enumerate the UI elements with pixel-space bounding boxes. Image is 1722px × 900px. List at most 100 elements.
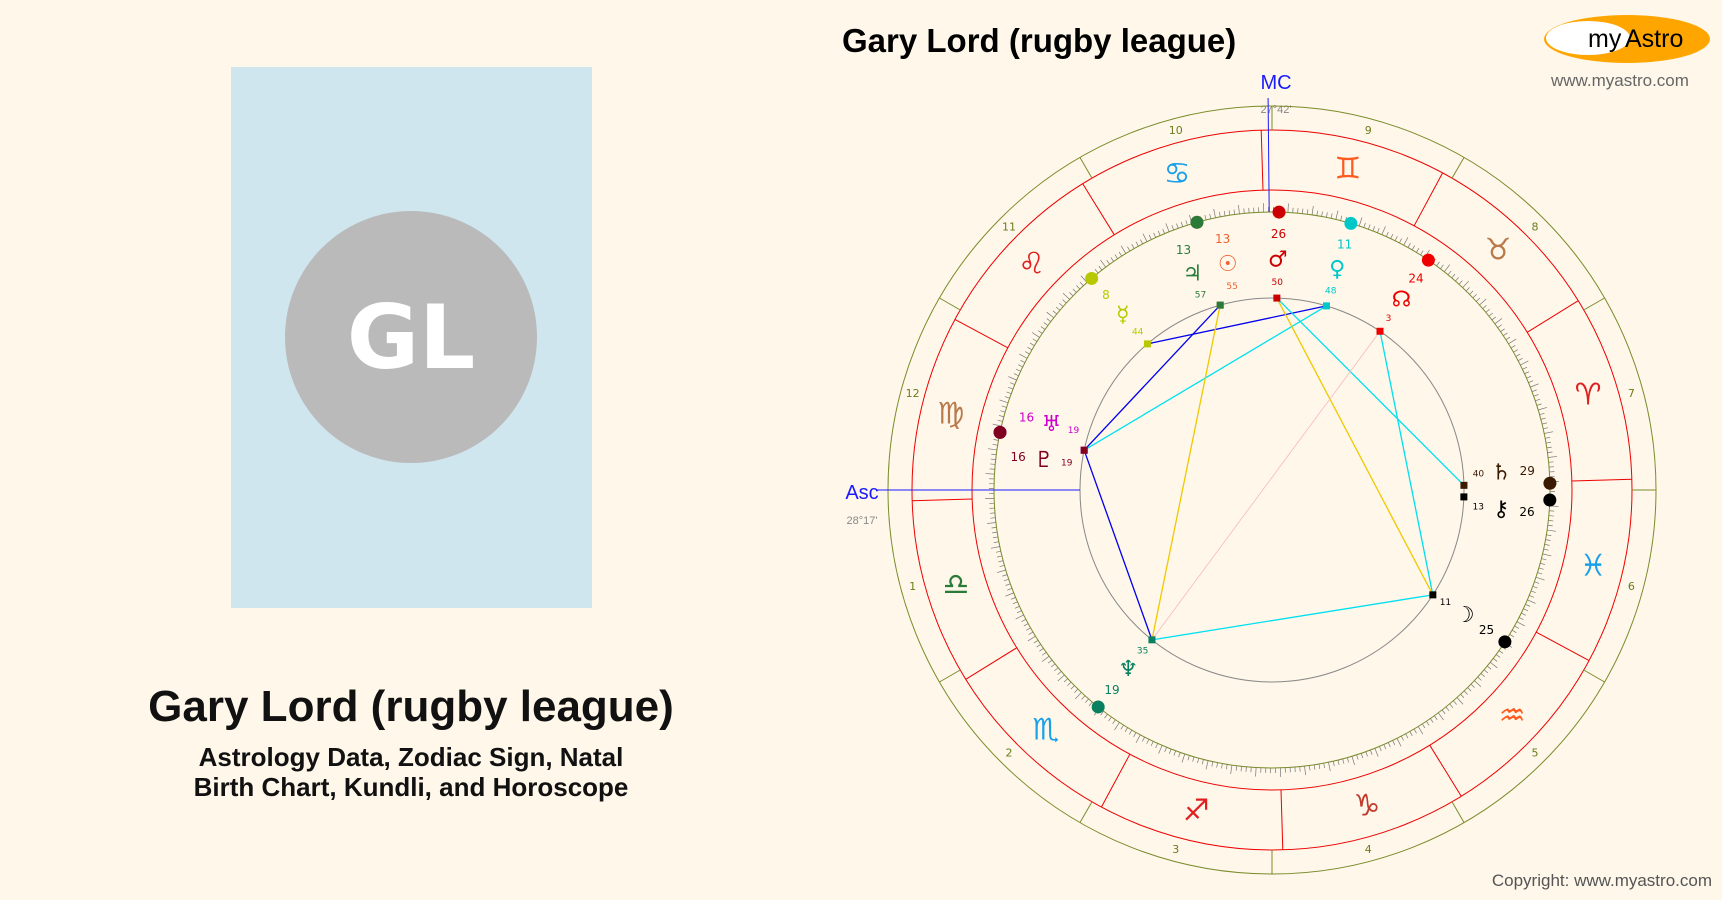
degree-tick (1187, 755, 1190, 761)
degree-tick (1120, 245, 1127, 254)
aspect-line-trine (1151, 305, 1221, 640)
degree-tick (1180, 221, 1184, 227)
house-number-2: 2 (1005, 747, 1012, 760)
degree-tick (1050, 663, 1056, 668)
degree-tick (1495, 654, 1501, 658)
sign-boundary (1526, 300, 1579, 333)
degree-tick (1201, 759, 1204, 765)
degree-tick (1539, 412, 1545, 416)
aspect-line-sextile (1083, 304, 1221, 451)
mars-minutes: 50 (1272, 278, 1284, 288)
degree-tick (996, 555, 1003, 558)
sun-degree: 13 (1215, 232, 1230, 246)
degree-tick (993, 541, 999, 543)
venus-ring-dot (1344, 216, 1358, 230)
degree-tick (1178, 752, 1181, 758)
degree-tick (1405, 733, 1409, 739)
north-node-ring-dot (1421, 253, 1435, 267)
site-url-link[interactable]: www.myastro.com (1551, 71, 1689, 90)
degree-tick (1133, 732, 1137, 738)
house-number-11: 11 (1002, 220, 1016, 233)
degree-tick (1480, 673, 1485, 677)
degree-tick (1010, 597, 1016, 600)
degree-tick (1104, 713, 1108, 719)
house-cusp-line (1451, 801, 1465, 823)
degree-tick (1536, 403, 1542, 406)
moon-ring-dot (1498, 635, 1512, 649)
mc-label: MC (1260, 72, 1291, 94)
degree-tick (1002, 574, 1008, 577)
degree-tick (1372, 226, 1376, 232)
degree-tick (1112, 719, 1116, 725)
degree-tick (1465, 287, 1470, 292)
degree-tick (1211, 761, 1214, 767)
degree-tick (1124, 727, 1128, 733)
mars-ring-dot (1272, 205, 1286, 219)
degree-tick (1426, 721, 1430, 726)
mercury-glyph-icon: ☿ (1116, 302, 1130, 327)
degree-tick (1142, 233, 1148, 242)
degree-tick (1216, 762, 1218, 768)
sign-boundary (1413, 172, 1444, 227)
degree-tick (1521, 612, 1526, 616)
north-node-minutes: 3 (1386, 314, 1392, 324)
degree-tick (1230, 765, 1233, 775)
degree-tick (1106, 260, 1110, 265)
degree-tick (1545, 437, 1551, 439)
degree-tick (1018, 364, 1023, 368)
degree-tick (985, 473, 995, 475)
degree-tick (1491, 316, 1497, 321)
degree-tick (1449, 703, 1454, 708)
sign-glyph-11: ♓ (1580, 548, 1607, 583)
degree-tick (1396, 738, 1402, 747)
degree-tick (1098, 265, 1103, 271)
degree-tick (1417, 726, 1424, 735)
degree-tick (1529, 595, 1535, 598)
degree-tick (1006, 391, 1012, 394)
degree-tick (1148, 234, 1152, 240)
degree-tick (1462, 280, 1470, 288)
degree-tick (1516, 621, 1525, 627)
pluto-aspect-point (1080, 446, 1088, 454)
degree-tick (1026, 627, 1031, 631)
moon-degree: 25 (1479, 623, 1494, 637)
degree-tick (1067, 681, 1072, 686)
venus-aspect-point (1322, 302, 1330, 310)
neptune-minutes: 35 (1137, 647, 1148, 657)
degree-tick (1399, 238, 1403, 244)
degree-tick (1356, 754, 1359, 760)
mercury-ring-dot (1085, 271, 1099, 285)
degree-tick (1523, 608, 1529, 612)
degree-tick (1181, 753, 1186, 763)
sign-glyph-10: ♒ (1499, 699, 1526, 734)
degree-tick (1533, 394, 1539, 397)
degree-tick (990, 458, 996, 460)
degree-tick (1467, 687, 1472, 692)
sign-boundary (912, 498, 973, 502)
degree-tick (1226, 764, 1228, 770)
logo-astro: Astro (1625, 25, 1683, 53)
jupiter-glyph-icon: ♃ (1183, 262, 1203, 287)
myastro-logo[interactable]: my Astro (1543, 14, 1711, 64)
degree-tick (1370, 749, 1373, 755)
degree-tick (1164, 747, 1167, 753)
degree-tick (1221, 763, 1223, 769)
degree-tick (1007, 588, 1013, 591)
degree-tick (1508, 338, 1517, 345)
house-number-8: 8 (1532, 220, 1539, 233)
degree-tick (1019, 353, 1028, 359)
degree-tick (1037, 330, 1043, 334)
degree-tick (1492, 658, 1498, 662)
degree-tick (1100, 710, 1104, 716)
degree-tick (1515, 353, 1521, 357)
degree-tick (1131, 244, 1135, 249)
degree-tick (1379, 746, 1382, 752)
degree-tick (1477, 676, 1482, 681)
degree-tick (1544, 431, 1554, 434)
degree-tick (1534, 581, 1540, 584)
jupiter-minutes: 57 (1195, 291, 1206, 301)
degree-tick (1140, 239, 1143, 245)
degree-tick (1228, 210, 1231, 216)
degree-tick (1543, 427, 1549, 430)
degree-tick (1503, 332, 1508, 336)
